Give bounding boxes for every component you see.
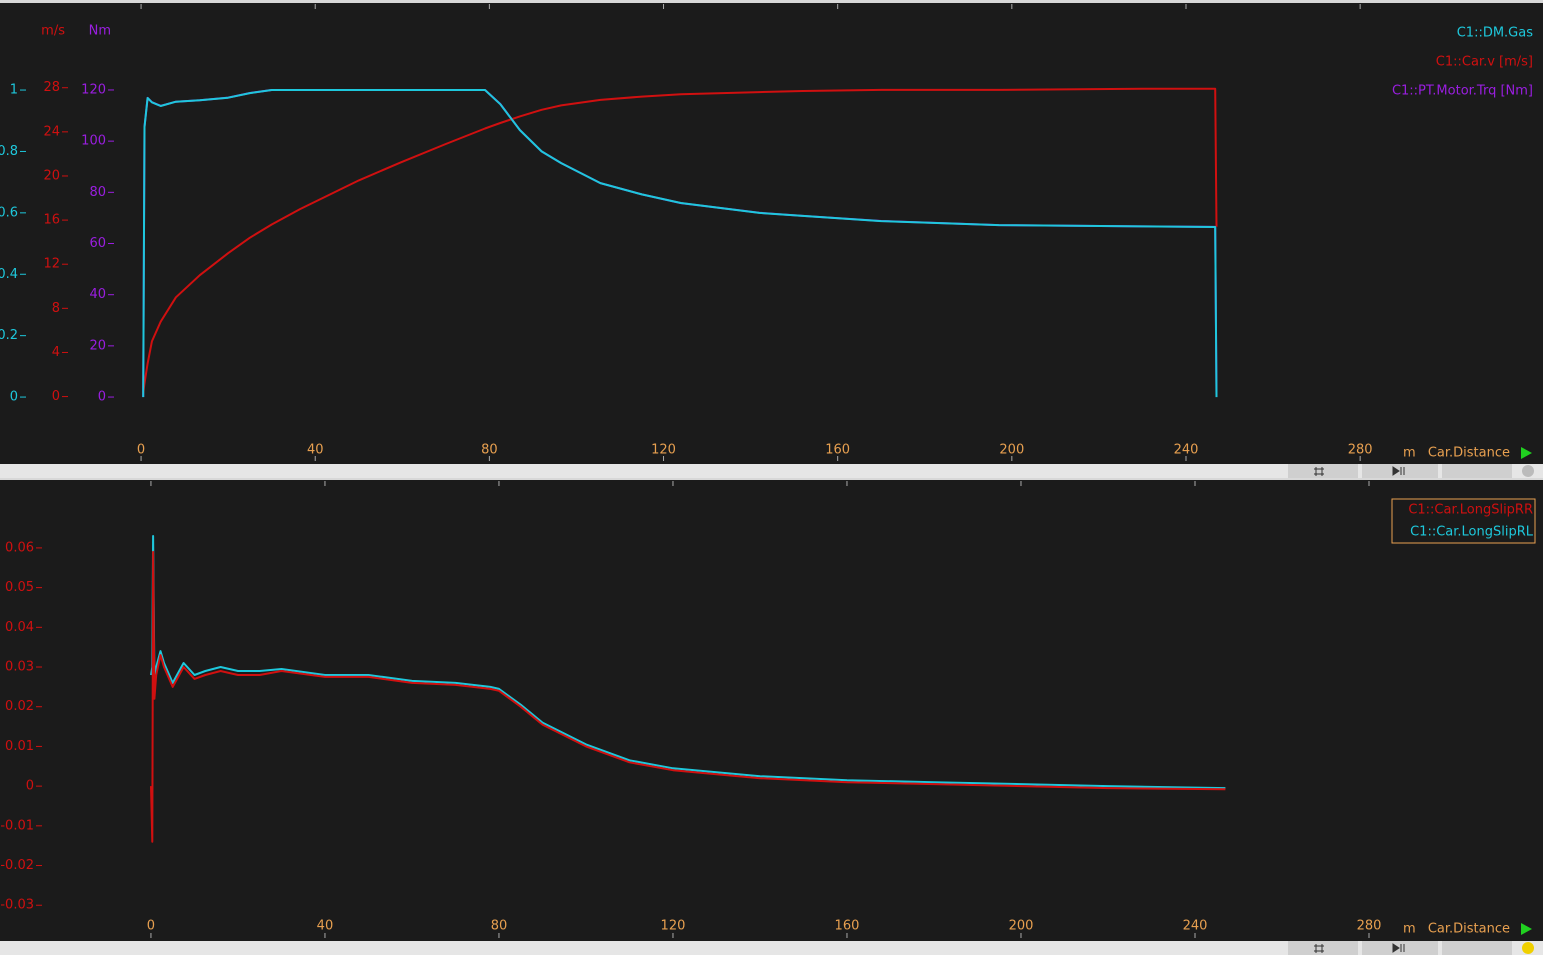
y-tick-label: 0.06 [5,540,34,555]
toolbar-bar [0,941,1543,955]
legend-box [1391,498,1536,544]
series-line [142,87,1218,394]
y-tick-label: -0.02 [0,858,34,873]
toolbar [0,464,1543,478]
y-axis-label: Nm [89,24,111,39]
y-tick-label: 60 [89,236,106,251]
x-axis-arrow [1521,923,1532,935]
y-tick-label: 0.8 [0,144,18,159]
legend-entry: C1::DM.Gas [1457,26,1534,41]
series-line [150,535,1226,790]
x-tick-label: 80 [481,443,498,458]
toolbar-button[interactable] [1362,464,1438,478]
x-axis-label: Car.Distance [1428,446,1510,461]
x-tick-label: 200 [999,443,1024,458]
y-tick-label: 28 [43,80,60,95]
grid-icon [1314,944,1324,953]
y-tick-label: 24 [43,124,60,139]
y-tick-label: 0 [52,389,60,404]
y-tick-label: 0 [10,390,18,405]
x-tick-label: 160 [825,443,850,458]
y-tick-label: 0.03 [5,660,34,675]
x-tick-label: 240 [1183,919,1208,934]
y-tick-label: -0.01 [0,818,34,833]
legend-entry: C1::PT.Motor.Trq [Nm] [1392,84,1533,99]
y-tick-label: 20 [89,338,106,353]
x-tick-label: 120 [651,443,676,458]
toolbar-bar [0,464,1543,478]
y-tick-label: -0.03 [0,898,34,913]
series-line [150,550,1226,843]
y-tick-label: 0 [98,390,106,405]
toolbar-button[interactable] [1288,941,1358,955]
y-tick-label: 0.01 [5,739,34,754]
y-tick-label: 0.4 [0,267,18,282]
y-tick-label: 40 [89,287,106,302]
grid-icon [1314,467,1324,476]
x-tick-label: 0 [137,443,145,458]
y-tick-label: 0.05 [5,580,34,595]
y-tick-label: 12 [43,257,60,272]
x-unit: m [1403,922,1416,937]
x-tick-label: 160 [835,919,860,934]
y-tick-label: 20 [43,168,60,183]
legend-entry: C1::Car.LongSlipRL [1410,525,1534,540]
toolbar-button[interactable] [1442,464,1512,478]
x-tick-label: 80 [491,919,508,934]
x-axis-arrow [1521,447,1532,459]
x-tick-label: 40 [317,919,334,934]
y-tick-label: 16 [43,213,60,228]
toolbar-button[interactable] [1362,941,1438,955]
x-tick-label: 120 [661,919,686,934]
y-tick-label: 8 [52,301,60,316]
x-tick-label: 0 [147,919,155,934]
y-tick-label: 4 [52,345,60,360]
legend-entry: C1::Car.v [m/s] [1436,55,1533,70]
toolbar-button[interactable] [1288,464,1358,478]
x-tick-label: 280 [1357,919,1382,934]
y-tick-label: 0.02 [5,699,34,714]
series-line [142,89,1218,398]
y-tick-label: 0.2 [0,328,18,343]
play-icon [1392,466,1405,476]
status-dot [1522,942,1534,954]
y-tick-label: 1 [10,83,18,98]
top-border [0,0,1543,3]
toolbar-button[interactable] [1442,941,1512,955]
y-tick-label: 0.04 [5,620,34,635]
x-tick-label: 280 [1348,443,1373,458]
x-unit: m [1403,446,1416,461]
x-axis-label: Car.Distance [1428,922,1510,937]
x-tick-label: 40 [307,443,324,458]
x-tick-label: 240 [1174,443,1199,458]
x-tick-label: 200 [1009,919,1034,934]
status-dot [1522,465,1534,477]
play-icon [1392,943,1405,953]
y-tick-label: 100 [81,134,106,149]
legend-entry: C1::Car.LongSlipRR [1408,503,1533,518]
y-tick-label: 120 [81,82,106,97]
y-axis-label: m/s [41,24,65,39]
panel-divider [0,478,1543,480]
y-tick-label: 0.6 [0,205,18,220]
y-tick-label: 80 [89,185,106,200]
y-tick-label: 0 [26,779,34,794]
toolbar [0,941,1543,955]
